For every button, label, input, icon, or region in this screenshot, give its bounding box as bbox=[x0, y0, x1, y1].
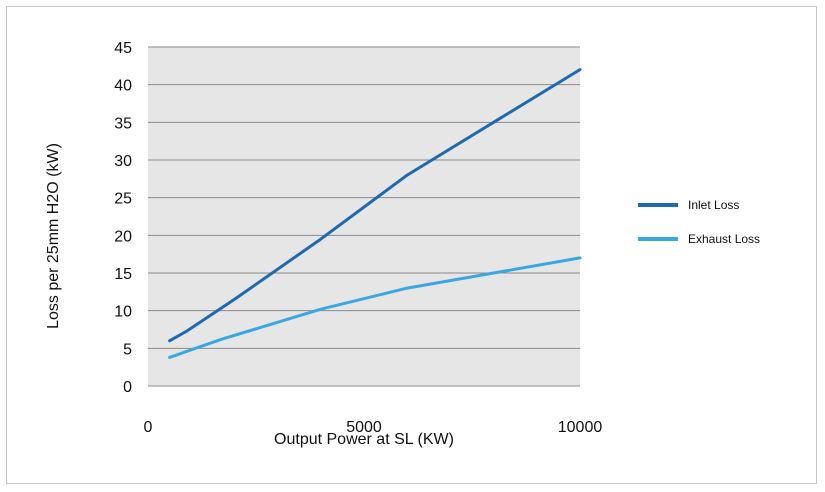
y-tick-label: 25 bbox=[114, 191, 132, 208]
y-tick-label: 20 bbox=[114, 228, 132, 245]
y-tick-label: 45 bbox=[114, 40, 132, 57]
y-tick-label: 10 bbox=[114, 304, 132, 321]
legend: Inlet Loss Exhaust Loss bbox=[638, 198, 760, 246]
y-tick-label: 5 bbox=[123, 341, 132, 358]
y-axis-ticks: 0 5 10 15 20 25 30 35 40 45 bbox=[114, 40, 132, 396]
x-axis-label: Output Power at SL (KW) bbox=[274, 431, 454, 448]
series-line-exhaust-loss bbox=[168, 256, 582, 359]
series-line-inlet-loss bbox=[168, 68, 582, 343]
x-tick-label: 10000 bbox=[558, 419, 603, 436]
x-axis-ticks: 0 5000 10000 bbox=[144, 419, 603, 436]
x-tick-label: 5000 bbox=[346, 419, 382, 436]
gridlines bbox=[148, 46, 580, 387]
series-lines bbox=[168, 68, 582, 359]
legend-label: Exhaust Loss bbox=[688, 232, 760, 246]
y-tick-label: 0 bbox=[123, 379, 132, 396]
y-tick-label: 30 bbox=[114, 153, 132, 170]
y-tick-label: 40 bbox=[114, 78, 132, 95]
y-axis-label: Loss per 25mm H2O (kW) bbox=[45, 143, 62, 329]
y-tick-label: 35 bbox=[114, 115, 132, 132]
plot-area bbox=[148, 47, 580, 386]
y-tick-label: 15 bbox=[114, 266, 132, 283]
x-tick-label: 0 bbox=[144, 419, 153, 436]
legend-label: Inlet Loss bbox=[688, 198, 739, 212]
